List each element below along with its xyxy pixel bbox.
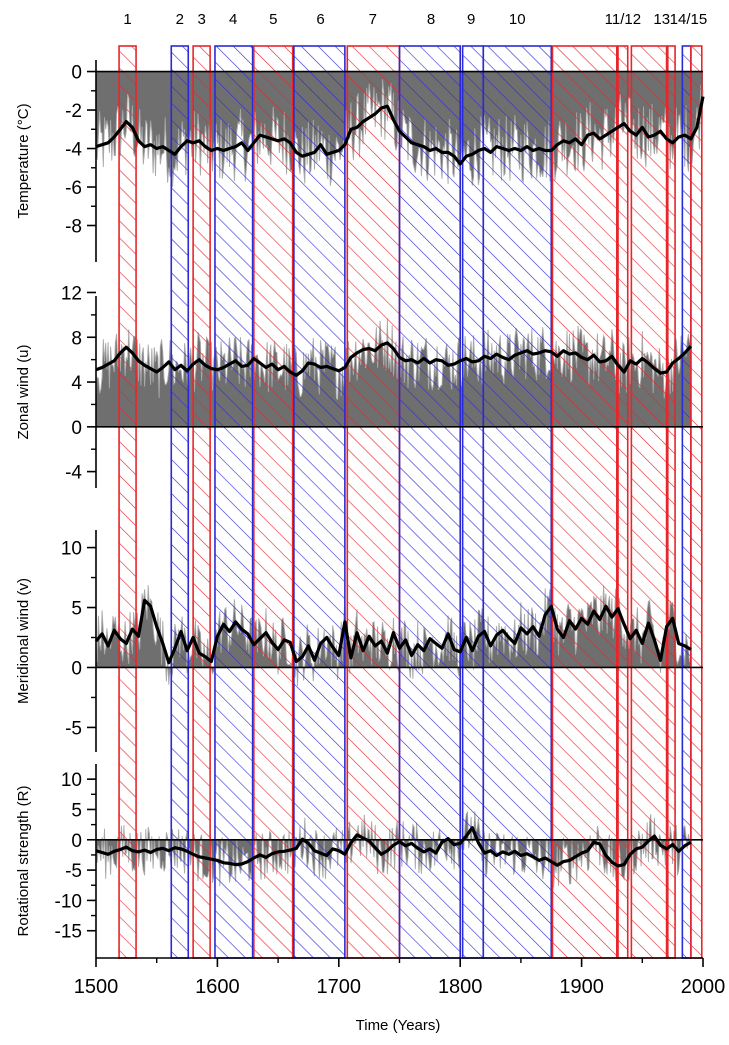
period-box-15 xyxy=(681,45,692,959)
period-box-5 xyxy=(253,45,294,959)
xtick-label: 1700 xyxy=(317,976,362,998)
panel-1-ytick-label: -4 xyxy=(65,140,82,161)
period-box-6 xyxy=(293,45,346,959)
panel-1-ytick-label: -8 xyxy=(65,217,82,238)
panel-3-ylabel: Meridional wind (v) xyxy=(15,578,32,704)
period-box-7 xyxy=(346,45,401,959)
period-label: 9 xyxy=(467,11,475,28)
panel-4-ytick-label: -15 xyxy=(55,922,82,943)
panel-1-ytick-label: -6 xyxy=(65,178,82,199)
panel-3-ytick-label: 10 xyxy=(61,539,82,560)
period-box-4 xyxy=(214,45,254,959)
panel-3-ytick-label: 5 xyxy=(71,599,82,620)
panel-1-ytick-label: 0 xyxy=(71,63,82,84)
panel-2-ytick-label: 8 xyxy=(71,328,82,349)
period-box-12 xyxy=(617,45,629,959)
period-label: 3 xyxy=(197,11,205,28)
x-axis-label: Time (Years) xyxy=(356,1017,441,1034)
period-box-13 xyxy=(630,45,668,959)
xtick-label: 1800 xyxy=(438,976,483,998)
period-label: 7 xyxy=(369,11,377,28)
panel-1-smoothed-series xyxy=(95,96,705,166)
period-label: 8 xyxy=(427,11,435,28)
xtick-label: 1500 xyxy=(74,976,119,998)
panel-2-ytick-label: 4 xyxy=(71,373,82,394)
panel-1-ytick-label: -2 xyxy=(65,101,82,122)
xtick-label: 1900 xyxy=(559,976,604,998)
panel-3-smoothed-series xyxy=(94,598,692,665)
panel-2-ytick-label: -4 xyxy=(65,463,82,484)
period-label: 2 xyxy=(176,11,184,28)
panel-3-ytick-label: 0 xyxy=(71,658,82,679)
panel-2-ylabel: Zonal wind (u) xyxy=(15,344,32,439)
panel-3-ytick-label: -5 xyxy=(65,718,82,739)
panel-4-ytick-label: -5 xyxy=(65,861,82,882)
period-box-11 xyxy=(551,45,618,959)
panel-2-ytick-label: 0 xyxy=(71,418,82,439)
panel-2-smoothed-series xyxy=(95,341,693,377)
period-box-10 xyxy=(482,45,553,959)
panel-2-ytick-label: 12 xyxy=(61,283,82,304)
period-label: 6 xyxy=(316,11,324,28)
period-box-16 xyxy=(690,45,703,959)
panel-4-ylabel: Rotational strength (R) xyxy=(15,786,32,937)
period-label: 4 xyxy=(229,11,237,28)
period-label: 13 xyxy=(653,11,670,28)
panel-1-ylabel: Temperature (°C) xyxy=(15,103,32,218)
period-box-2 xyxy=(170,45,190,959)
panel-4-ytick-label: 10 xyxy=(61,770,82,791)
panel-4-smoothed-series xyxy=(95,826,692,868)
period-box-1 xyxy=(118,45,137,959)
period-box-9 xyxy=(461,45,485,959)
period-box-3 xyxy=(192,45,211,959)
period-label: 1 xyxy=(123,11,131,28)
period-box-14 xyxy=(666,45,676,959)
period-box-8 xyxy=(398,45,462,959)
period-label: 11/12 xyxy=(605,11,641,28)
period-label: 10 xyxy=(509,11,526,28)
panel-4-ytick-label: -10 xyxy=(55,891,82,912)
xtick-label: 2000 xyxy=(681,976,726,998)
xtick-label: 1600 xyxy=(195,976,240,998)
panel-4-ytick-label: 5 xyxy=(71,800,82,821)
period-label: 5 xyxy=(269,11,277,28)
period-label: 14/15 xyxy=(670,11,708,28)
panel-4-ytick-label: 0 xyxy=(71,831,82,852)
